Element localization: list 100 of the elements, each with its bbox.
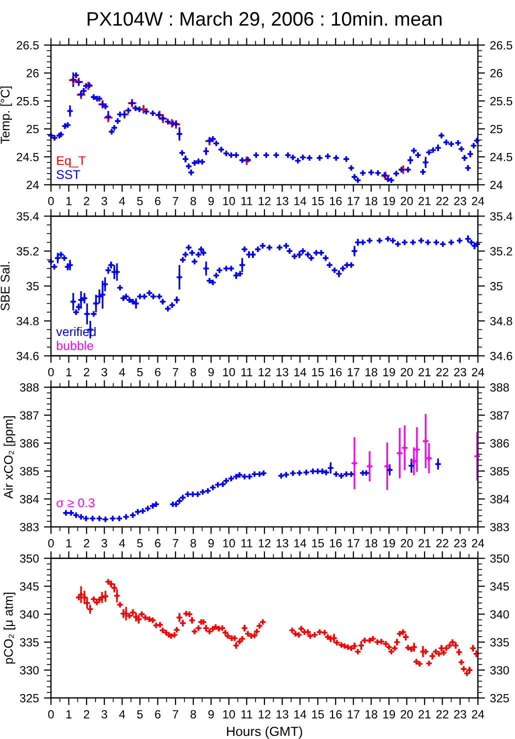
y2-tick-label: 35.4 [490,212,512,221]
x-tick-label: 18 [366,710,378,718]
x-tick-label: 3 [102,196,108,206]
x-tick-label: 2 [84,196,90,206]
x-tick-label: 17 [348,539,360,548]
x-tick-label: 1 [66,710,72,718]
y-tick-label: 24.5 [16,152,39,162]
x-tick-label: 12 [258,539,270,548]
x-tick-label: 20 [400,196,413,206]
x-tick-label: 12 [258,710,270,718]
x-tick-label: 10 [223,196,235,206]
x-tick-label: 22 [436,539,448,548]
y-axis-title: Temp. [°C] [0,86,12,144]
x-tick-label: 9 [208,368,214,376]
x-tick-label: 11 [241,710,252,718]
x-tick-label: 24 [472,368,484,376]
x-tick-label: 15 [312,368,324,376]
x-tick-label: 19 [383,539,395,548]
x-tick-label: 15 [312,539,324,548]
x-tick-label: 6 [155,539,160,548]
x-tick-label: 10 [223,539,235,548]
x-tick-label: 17 [348,710,360,718]
x-tick-label: 23 [454,539,466,548]
x-tick-label: 13 [276,196,288,206]
x-tick-label: 13 [276,710,288,718]
x-tick-label: 0 [48,710,54,718]
y-tick-label: 24 [26,180,39,190]
x-tick-label: 5 [137,196,143,206]
x-tick-label: 14 [294,196,306,206]
y-tick-label: 388 [20,383,39,392]
y2-tick-label: 325 [490,694,509,702]
x-tick-label: 4 [119,539,126,548]
x-tick-label: 18 [366,196,378,206]
x-tick-label: 7 [172,368,178,376]
x-tick-label: 11 [241,368,252,376]
x-tick-label: 17 [348,196,360,206]
y-axis-title: pCO₂ [μ atm] [4,592,16,664]
x-tick-label: 22 [436,368,448,376]
x-tick-label: 7 [172,539,178,548]
x-tick-label: 11 [241,196,252,206]
x-tick-label: 18 [366,539,378,548]
x-tick-label: 0 [48,368,54,376]
x-tick-label: 8 [190,368,196,376]
x-tick-label: 3 [102,539,108,548]
y-tick-label: 335 [20,638,39,647]
legend-label: bubble [56,340,94,350]
y2-tick-label: 35.2 [490,247,512,256]
y2-tick-label: 24 [490,180,503,190]
x-tick-label: 19 [383,368,395,376]
x-tick-label: 20 [400,539,413,548]
x-tick-label: 22 [436,196,448,206]
x-tick-label: 21 [418,539,431,548]
y2-tick-label: 340 [490,610,509,619]
y2-tick-label: 26 [490,69,502,78]
y-tick-label: 325 [20,694,39,702]
y-tick-label: 34.8 [16,316,39,326]
y-tick-label: 384 [20,495,39,504]
y2-tick-label: 384 [490,495,510,504]
x-tick-label: 16 [330,196,342,206]
x-tick-label: 20 [400,710,413,718]
x-tick-label: 16 [330,368,342,376]
x-tick-label: 1 [66,539,72,548]
x-tick-label: 22 [436,710,448,718]
x-tick-label: 13 [276,539,288,548]
y2-tick-label: 383 [490,522,509,532]
x-tick-label: 5 [137,710,143,718]
x-tick-label: 24 [472,710,484,718]
x-tick-label: 6 [155,710,160,718]
y-tick-label: 25.5 [16,96,39,106]
y-tick-label: 35.4 [16,212,39,221]
y2-tick-label: 24.5 [490,152,512,162]
x-tick-label: 2 [84,710,90,718]
x-tick-label: 14 [294,710,306,718]
x-tick-label: 9 [208,710,214,718]
y-tick-label: 385 [20,467,39,476]
y-tick-label: 35.2 [16,247,39,256]
x-tick-label: 21 [418,710,431,718]
y2-tick-label: 330 [490,666,509,674]
x-tick-label: 11 [241,539,252,548]
y2-tick-label: 34.6 [490,352,512,360]
x-tick-label: 3 [102,710,108,718]
x-tick-label: 9 [208,196,214,206]
x-tick-label: 9 [208,539,214,548]
y-tick-label: 350 [20,554,39,563]
x-tick-label: 5 [137,539,143,548]
y-tick-label: 383 [20,522,39,532]
x-tick-label: 3 [102,368,108,376]
y-tick-label: 26.5 [16,41,39,50]
x-tick-label: 14 [294,539,306,548]
x-tick-label: 0 [48,196,54,206]
y-tick-label: 386 [20,439,39,448]
y2-tick-label: 388 [490,383,509,392]
x-tick-label: 12 [258,196,270,206]
y2-tick-label: 387 [490,411,509,420]
y-tick-label: 340 [20,610,39,619]
y-tick-label: 35 [26,282,39,290]
y-axis-title: Air xCO₂ [ppm] [4,416,16,499]
x-tick-label: 8 [190,710,196,718]
x-tick-label: 1 [66,368,72,376]
y2-tick-label: 386 [490,439,509,448]
